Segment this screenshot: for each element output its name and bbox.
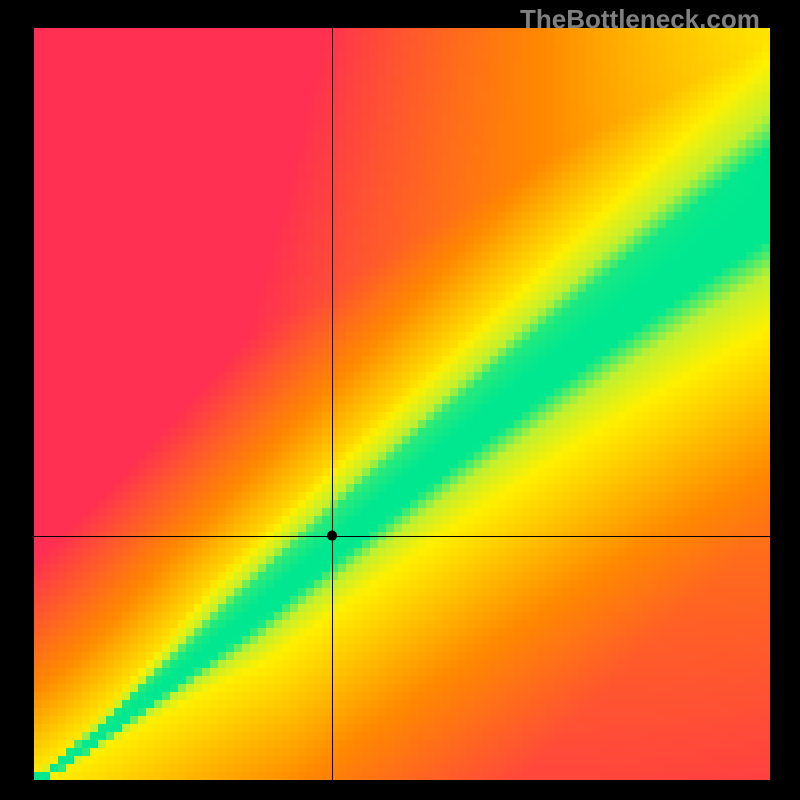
- watermark-text: TheBottleneck.com: [520, 4, 760, 35]
- chart-container: TheBottleneck.com: [0, 0, 800, 800]
- bottleneck-heatmap: [34, 28, 770, 780]
